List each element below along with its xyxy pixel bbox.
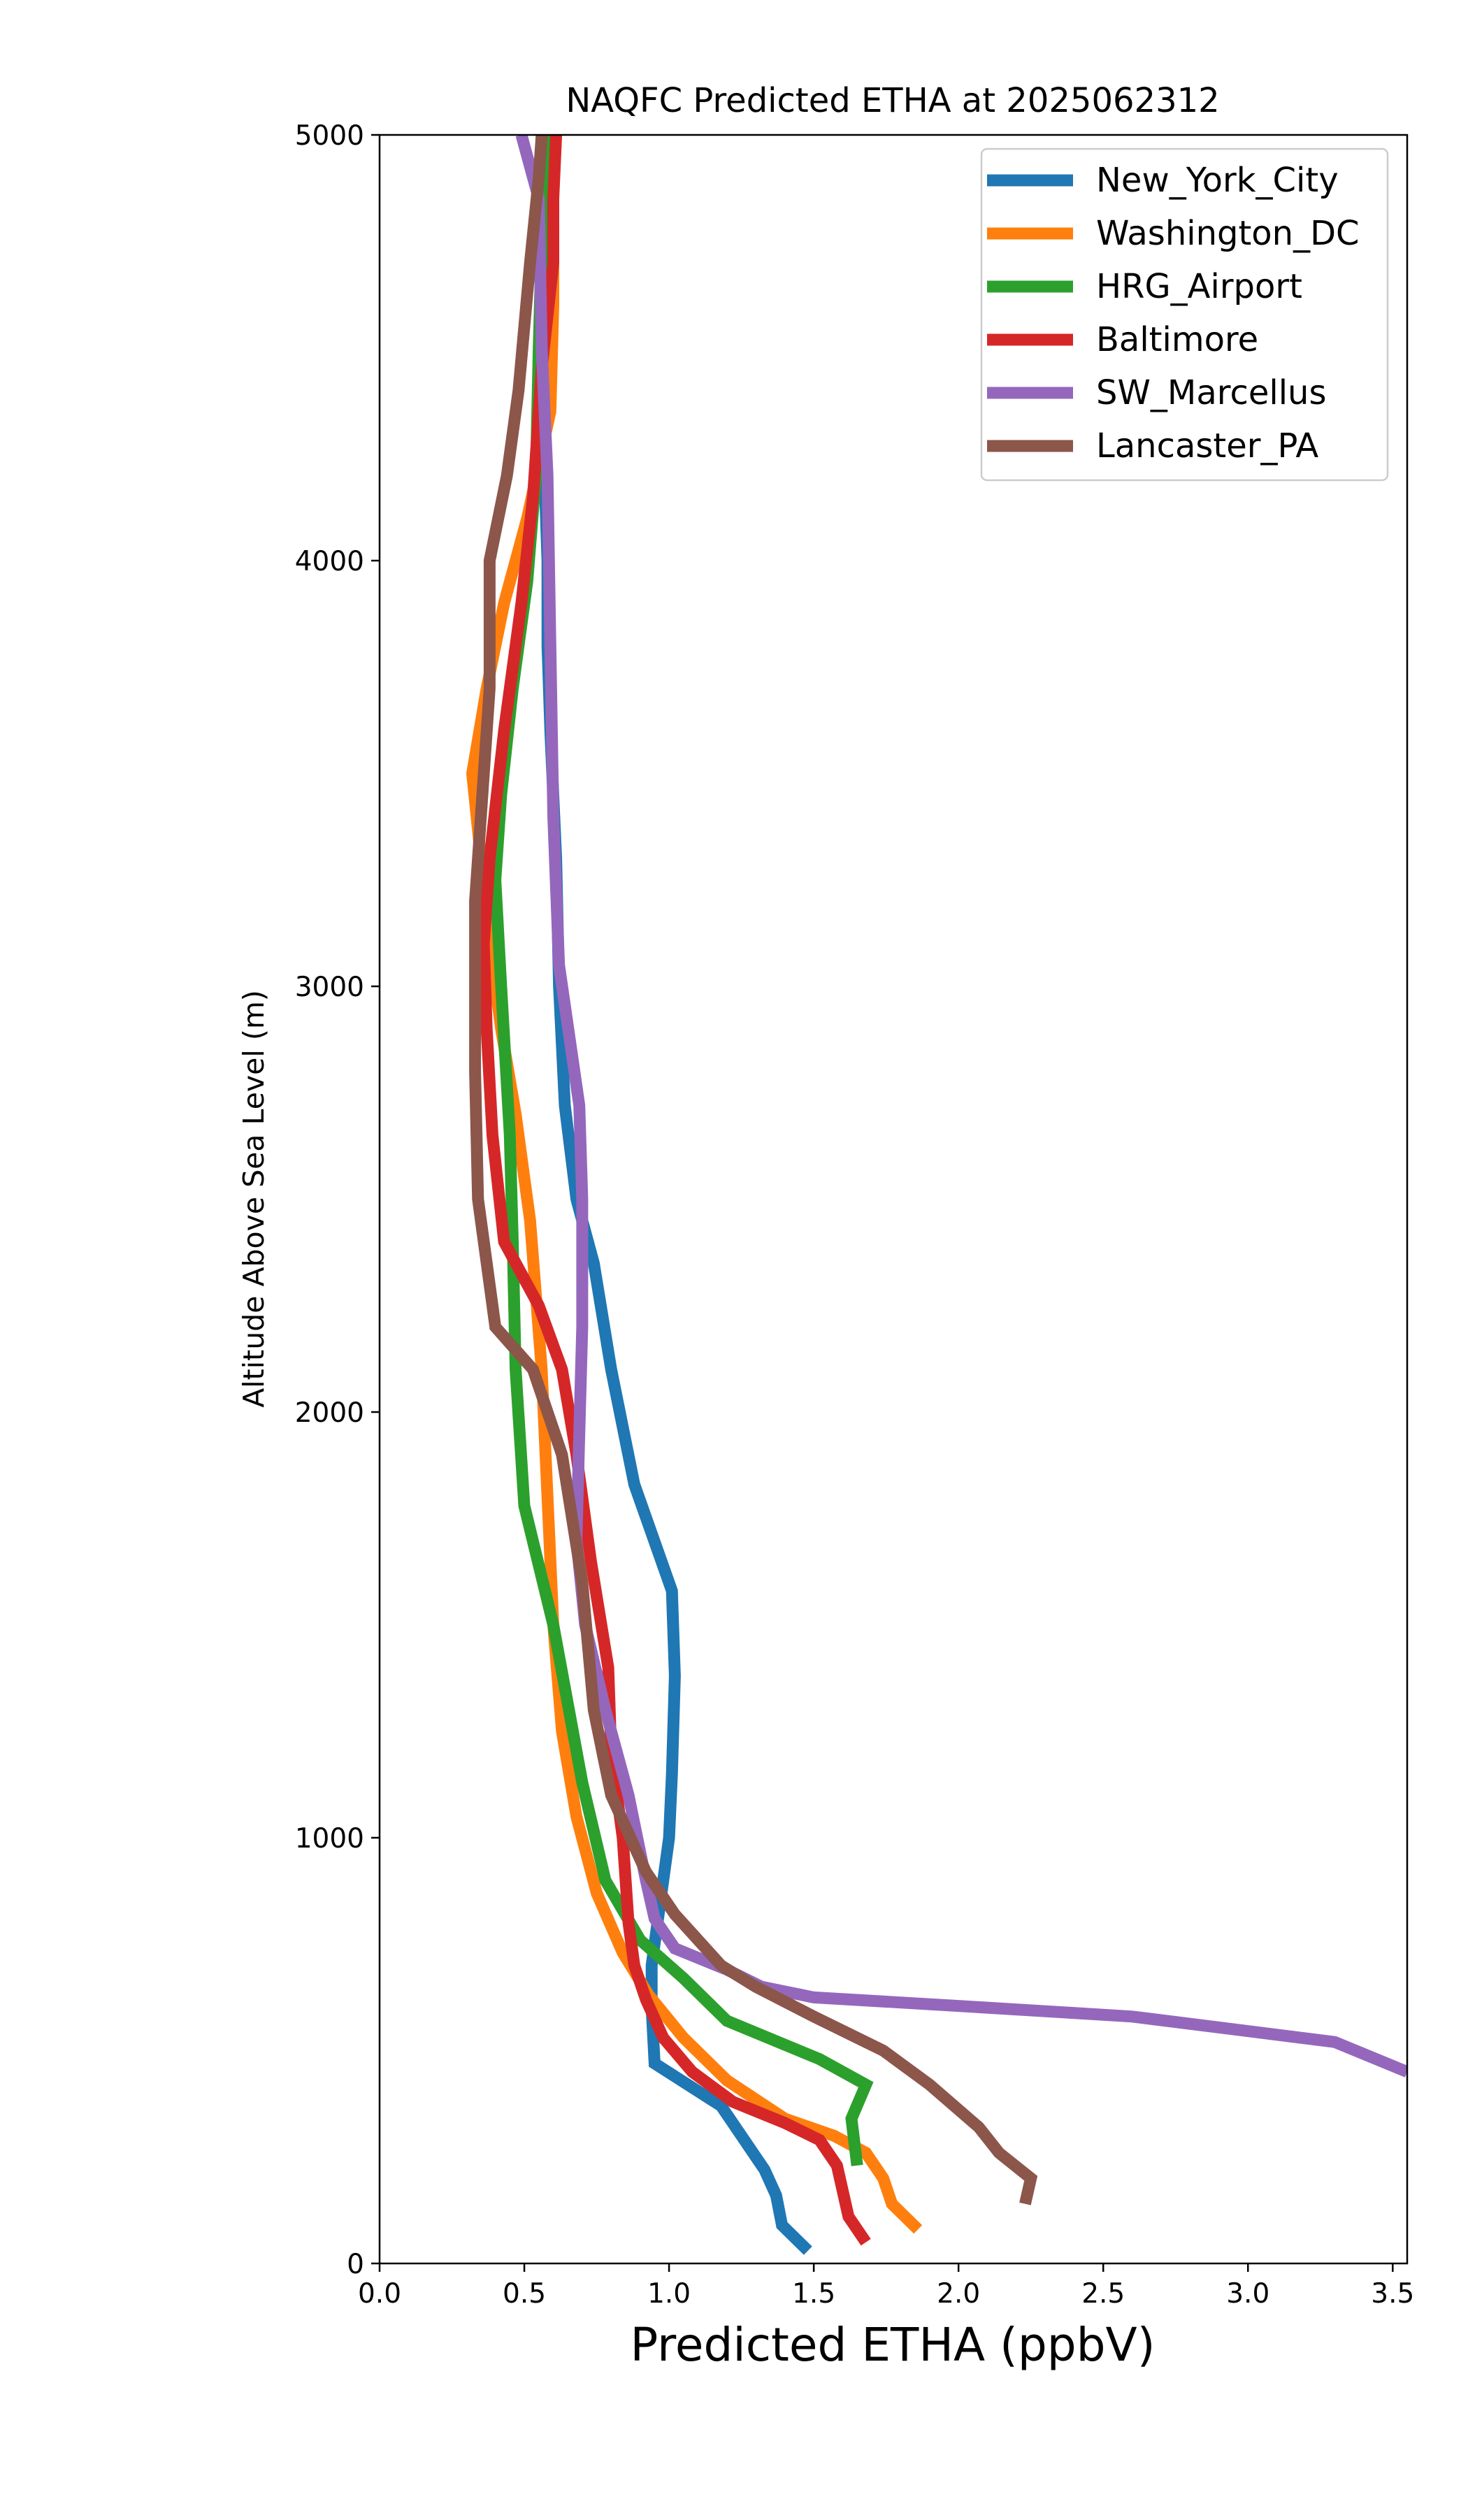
legend-label: New_York_City [1096, 161, 1339, 200]
chart-title: NAQFC Predicted ETHA at 2025062312 [566, 81, 1219, 120]
legend-label: HRG_Airport [1096, 267, 1302, 306]
series-layer [466, 135, 1407, 2255]
legend: New_York_City Washington_DC HRG_Airport Bal… [980, 147, 1389, 482]
legend-label: Lancaster_PA [1096, 426, 1318, 466]
x-tick-label: 1.0 [647, 2278, 691, 2310]
y-tick-label: 3000 [295, 972, 364, 1003]
x-tick-label: 0.0 [358, 2278, 401, 2310]
legend-label: Washington_DC [1096, 214, 1360, 253]
series-line-lancaster-pa [469, 135, 1038, 2205]
series-line-baltimore [477, 135, 871, 2246]
plot-area [378, 134, 1409, 2265]
y-tick-label: 2000 [295, 1397, 364, 1429]
y-tick-label: 4000 [295, 546, 364, 577]
y-tick-label: 1000 [295, 1823, 364, 1855]
legend-frame [980, 147, 1389, 482]
y-axis-label: Altitude Above Sea Level (m) [237, 990, 271, 1408]
legend-label: SW_Marcellus [1096, 373, 1326, 412]
x-axis-label: Predicted ETHA (ppbV) [631, 2318, 1156, 2372]
x-tick-label: 3.5 [1371, 2278, 1414, 2310]
x-tick-label: 3.0 [1226, 2278, 1269, 2310]
x-tick-label: 2.0 [937, 2278, 980, 2310]
y-tick-label: 5000 [295, 120, 364, 152]
x-tick-label: 1.5 [792, 2278, 835, 2310]
x-tick-label: 0.5 [503, 2278, 546, 2310]
y-axis-ticks: 0 1000 2000 3000 4000 5000 [295, 120, 380, 2280]
y-tick-label: 0 [347, 2249, 364, 2280]
x-tick-label: 2.5 [1081, 2278, 1125, 2310]
x-axis-ticks: 0.0 0.5 1.0 1.5 2.0 2.5 3.0 3.5 [358, 2263, 1414, 2310]
legend-label: Baltimore [1096, 320, 1258, 359]
plot-frame [378, 134, 1409, 2265]
